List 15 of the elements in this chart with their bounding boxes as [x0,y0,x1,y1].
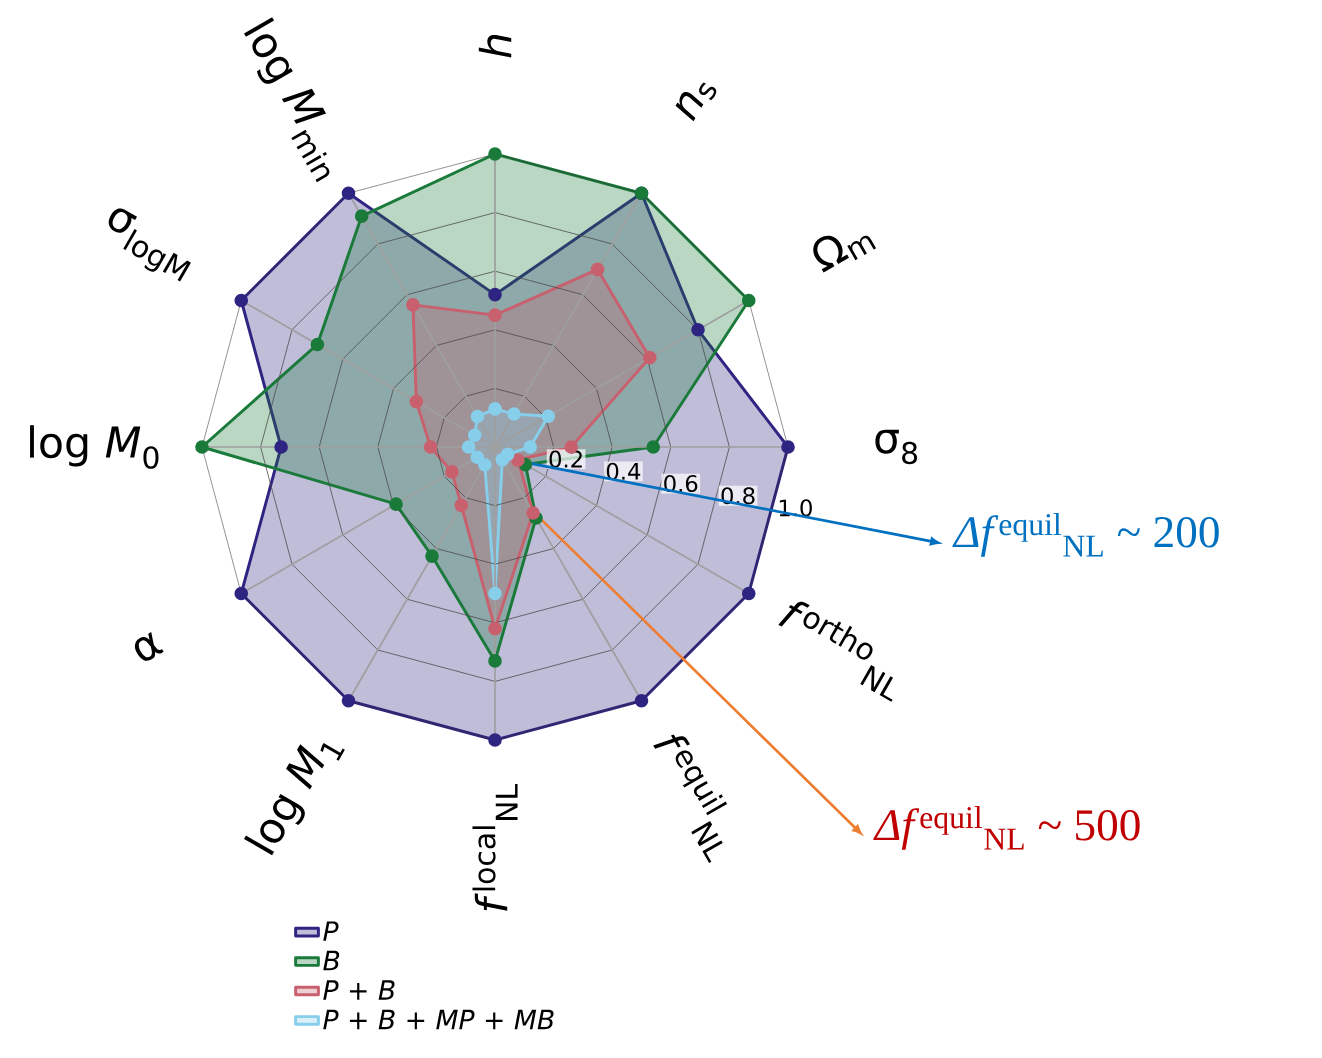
spoke-label: f$^{ortho}$NL [778,601,894,702]
spoke-label: n$_{s}$ [675,82,717,122]
legend-label: P + B + MP + MB [323,1009,554,1030]
spoke-label: f$^{local}$NL [472,784,518,911]
spoke-label: Ω$_{m}$ [813,235,877,273]
legend-label: P + B [323,980,395,1000]
legend-label: P [323,921,339,941]
spoke-label: σ$_{8}$ [875,429,918,465]
spoke-label: h [478,34,512,58]
text: Δf$^{equil}$$_{NL}$ ~ 500 [873,806,1140,850]
spoke-label: α [134,632,164,661]
spoke-label: log M$_{0}$ [30,425,159,469]
spoke-label: log M$_{1}$ [244,743,345,856]
text: Δf$^{equil}$$_{NL}$ ~ 200 [952,513,1219,557]
legend-label: B [323,950,340,971]
